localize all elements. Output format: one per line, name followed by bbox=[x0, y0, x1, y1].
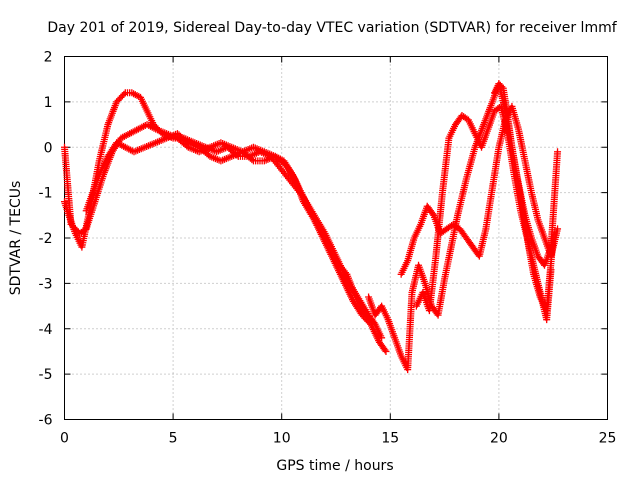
x-tick-labels: 0 5 10 15 20 25 bbox=[60, 431, 616, 447]
data-point bbox=[498, 83, 506, 91]
y-tick-label: -5 bbox=[39, 367, 53, 383]
data-point bbox=[547, 266, 555, 274]
y-tick-label: 0 bbox=[44, 140, 53, 156]
data-point bbox=[381, 346, 389, 354]
y-tick-label: 2 bbox=[44, 50, 53, 66]
x-tick-label: 25 bbox=[599, 431, 617, 447]
x-tick-label: 5 bbox=[169, 431, 178, 447]
axis-ticks bbox=[64, 56, 608, 420]
data-point bbox=[248, 156, 256, 164]
y-tick-label: -1 bbox=[39, 186, 53, 202]
x-axis-title: GPS time / hours bbox=[276, 458, 393, 474]
y-tick-label: -6 bbox=[39, 413, 53, 429]
y-tick-label: -4 bbox=[39, 322, 53, 338]
y-tick-label: -3 bbox=[39, 276, 53, 292]
data-point bbox=[549, 234, 557, 242]
x-tick-label: 20 bbox=[490, 431, 508, 447]
x-tick-label: 15 bbox=[381, 431, 399, 447]
data-point bbox=[554, 148, 562, 156]
data-point bbox=[120, 90, 128, 98]
data-point bbox=[382, 347, 390, 355]
y-tick-label: 1 bbox=[44, 95, 53, 111]
data-points bbox=[61, 80, 562, 374]
data-point bbox=[429, 210, 437, 218]
y-tick-labels: -6 -5 -4 -3 -2 -1 0 1 2 bbox=[39, 50, 53, 429]
grid-lines bbox=[64, 56, 608, 420]
chart-title: Day 201 of 2019, Sidereal Day-to-day VTE… bbox=[47, 20, 617, 36]
y-axis-title: SDTVAR / TECUs bbox=[8, 181, 24, 296]
x-tick-label: 10 bbox=[273, 431, 291, 447]
data-point bbox=[554, 225, 562, 233]
x-tick-label: 0 bbox=[60, 431, 69, 447]
y-tick-label: -2 bbox=[39, 231, 53, 247]
